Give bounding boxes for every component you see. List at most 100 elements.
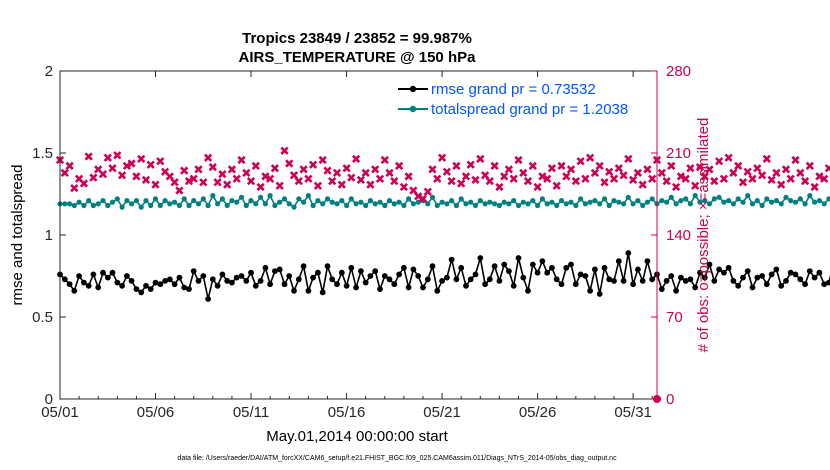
rmse-point [563, 264, 570, 271]
obs-assimilated-point [810, 182, 819, 192]
rmse-point [415, 273, 422, 279]
obs-assimilated-point [738, 178, 748, 187]
obs-assimilated-point [70, 183, 79, 193]
totalspread-point [721, 199, 727, 205]
obs-assimilated-point [347, 173, 356, 182]
rmse-point [424, 276, 431, 283]
obs-assimilated-point [523, 176, 533, 186]
totalspread-point [816, 198, 823, 204]
rmse-point [577, 271, 584, 278]
totalspread-point [62, 201, 68, 207]
obs-assimilated-point [132, 172, 141, 181]
obs-assimilated-point [585, 153, 595, 162]
obs-assimilated-point [141, 175, 151, 185]
totalspread-point [821, 201, 827, 207]
rmse-point [90, 271, 97, 278]
totalspread-point [802, 201, 808, 207]
totalspread-point [644, 199, 651, 205]
obs-assimilated-point [753, 164, 762, 173]
obs-assimilated-point [743, 167, 752, 176]
x-tick-label: 05/01 [41, 404, 79, 421]
obs-assimilated-point [748, 174, 757, 183]
totalspread-point [143, 198, 149, 204]
totalspread-point [616, 199, 622, 205]
totalspread-point [301, 199, 307, 205]
obs-assimilated-point [695, 162, 705, 172]
totalspread-point [272, 202, 278, 209]
rmse-point [391, 281, 398, 288]
obs-assimilated-point [308, 160, 318, 169]
rmse-point [76, 273, 82, 279]
rmse-point [181, 284, 188, 291]
x-tick-label: 05/11 [233, 404, 269, 421]
obs-assimilated-point [667, 161, 676, 171]
totalspread-point [119, 204, 125, 210]
rmse-point [596, 291, 603, 297]
totalspread-point [788, 198, 794, 204]
totalspread-point [71, 202, 77, 209]
obs-assimilated-point [495, 182, 504, 192]
obs-assimilated-point [208, 162, 217, 172]
obs-assimilated-point [757, 171, 767, 180]
totalspread-point [162, 198, 168, 204]
y-left-tick-label: 0.5 [32, 309, 53, 326]
rmse-point [649, 276, 656, 283]
obs-assimilated-point [232, 174, 241, 183]
rmse-point [716, 266, 722, 273]
rmse-point [472, 271, 479, 278]
plot-area [60, 71, 657, 399]
obs-assimilated-point [796, 168, 805, 178]
totalspread-point [353, 201, 359, 207]
rmse-point [143, 282, 149, 289]
rmse-point [152, 279, 159, 286]
obs-assimilated-point [79, 179, 89, 188]
totalspread-point [114, 196, 120, 202]
totalspread-point [592, 198, 598, 204]
obs-assimilated-point [151, 180, 160, 189]
obs-assimilated-point [418, 194, 428, 203]
x-tick-label: 05/21 [423, 404, 461, 421]
totalspread-point [434, 202, 440, 209]
totalspread-point [406, 196, 412, 202]
rmse-point [162, 278, 169, 284]
obs-assimilated-point [375, 174, 385, 183]
rmse-point [147, 286, 154, 292]
rmse-point [444, 274, 450, 281]
rmse-point [377, 286, 383, 292]
obs-assimilated-point [547, 164, 557, 173]
totalspread-point [544, 201, 550, 207]
obs-assimilated-point [285, 159, 294, 168]
rmse-point [711, 278, 718, 284]
obs-assimilated-point [457, 179, 466, 188]
rmse-point [635, 266, 641, 273]
rmse-point [477, 255, 484, 261]
rmse-point [381, 273, 388, 279]
totalspread-point [425, 201, 431, 207]
obs-assimilated-point [414, 192, 423, 201]
rmse-point [811, 274, 818, 281]
y-left-tick-label: 2 [45, 63, 53, 80]
obs-assimilated-point [590, 168, 600, 178]
obs-assimilated-point [767, 175, 776, 185]
obs-assimilated-point [691, 181, 700, 190]
totalspread-point [210, 193, 216, 199]
obs-assimilated-point [686, 164, 695, 173]
totalspread-point [687, 201, 694, 207]
obs-assimilated-point [805, 161, 814, 171]
rmse-point [324, 263, 331, 270]
rmse-point [463, 282, 469, 289]
obs-assimilated-point [180, 166, 189, 175]
totalspread-point [286, 201, 292, 207]
obs-assimilated-point [227, 165, 237, 174]
rmse-point [797, 276, 804, 283]
rmse-point [114, 279, 121, 286]
obs-assimilated-point [609, 174, 619, 183]
rmse-point [367, 273, 374, 279]
obs-assimilated-point [800, 176, 810, 186]
y-axis-right-label: # of obs: o=possible; ×=assimilated [695, 118, 712, 353]
y-axis-left-label: rmse and totalspread [9, 165, 26, 306]
obs-assimilated-point [113, 151, 122, 160]
x-tick-label: 05/31 [614, 404, 652, 421]
rmse-point [587, 287, 593, 294]
totalspread-series [57, 193, 830, 210]
